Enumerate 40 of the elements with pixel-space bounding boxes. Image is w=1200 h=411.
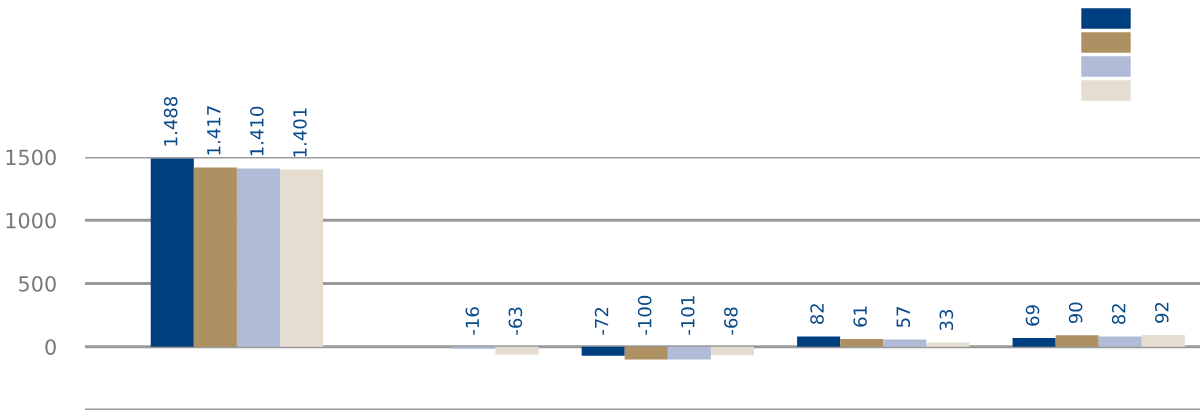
data-label: 92: [1154, 302, 1169, 323]
bar: [581, 346, 625, 356]
data-label: 1.488: [163, 96, 178, 146]
data-label: -72: [594, 307, 609, 335]
bar: [452, 346, 496, 349]
bar: [279, 169, 324, 347]
y-tick-label: 0: [45, 339, 56, 355]
bar: [926, 342, 970, 347]
bar: [150, 158, 194, 347]
bar: [236, 168, 280, 347]
bar: [624, 346, 668, 360]
bar: [883, 339, 927, 347]
data-label: -16: [465, 307, 480, 335]
bar: [667, 346, 711, 360]
data-label: 1.417: [207, 106, 221, 155]
bar: [495, 346, 539, 355]
data-label: 90: [1068, 302, 1083, 324]
data-label: 61: [853, 306, 867, 327]
bar: [797, 336, 841, 347]
y-tick-label: 1000: [6, 212, 56, 229]
y-tick-label: 500: [19, 275, 56, 292]
data-label: 69: [1025, 305, 1040, 326]
data-label: 33: [939, 309, 954, 331]
data-label: 1.401: [293, 108, 307, 157]
data-label: -101: [680, 296, 695, 335]
data-label: 57: [896, 307, 911, 328]
data-label: -68: [724, 307, 738, 335]
bar: [840, 339, 884, 347]
data-label: 82: [1111, 304, 1126, 325]
bar: [1012, 338, 1056, 347]
bar: [710, 346, 754, 356]
bar: [1055, 335, 1099, 347]
data-label: -63: [508, 307, 523, 335]
data-label: 1.410: [250, 106, 264, 156]
data-label: 82: [810, 304, 824, 325]
y-tick-label: 1500: [6, 149, 56, 166]
bar: [1141, 335, 1185, 347]
bar: [193, 167, 237, 347]
data-label: -100: [637, 295, 652, 335]
bar: [1098, 336, 1142, 347]
